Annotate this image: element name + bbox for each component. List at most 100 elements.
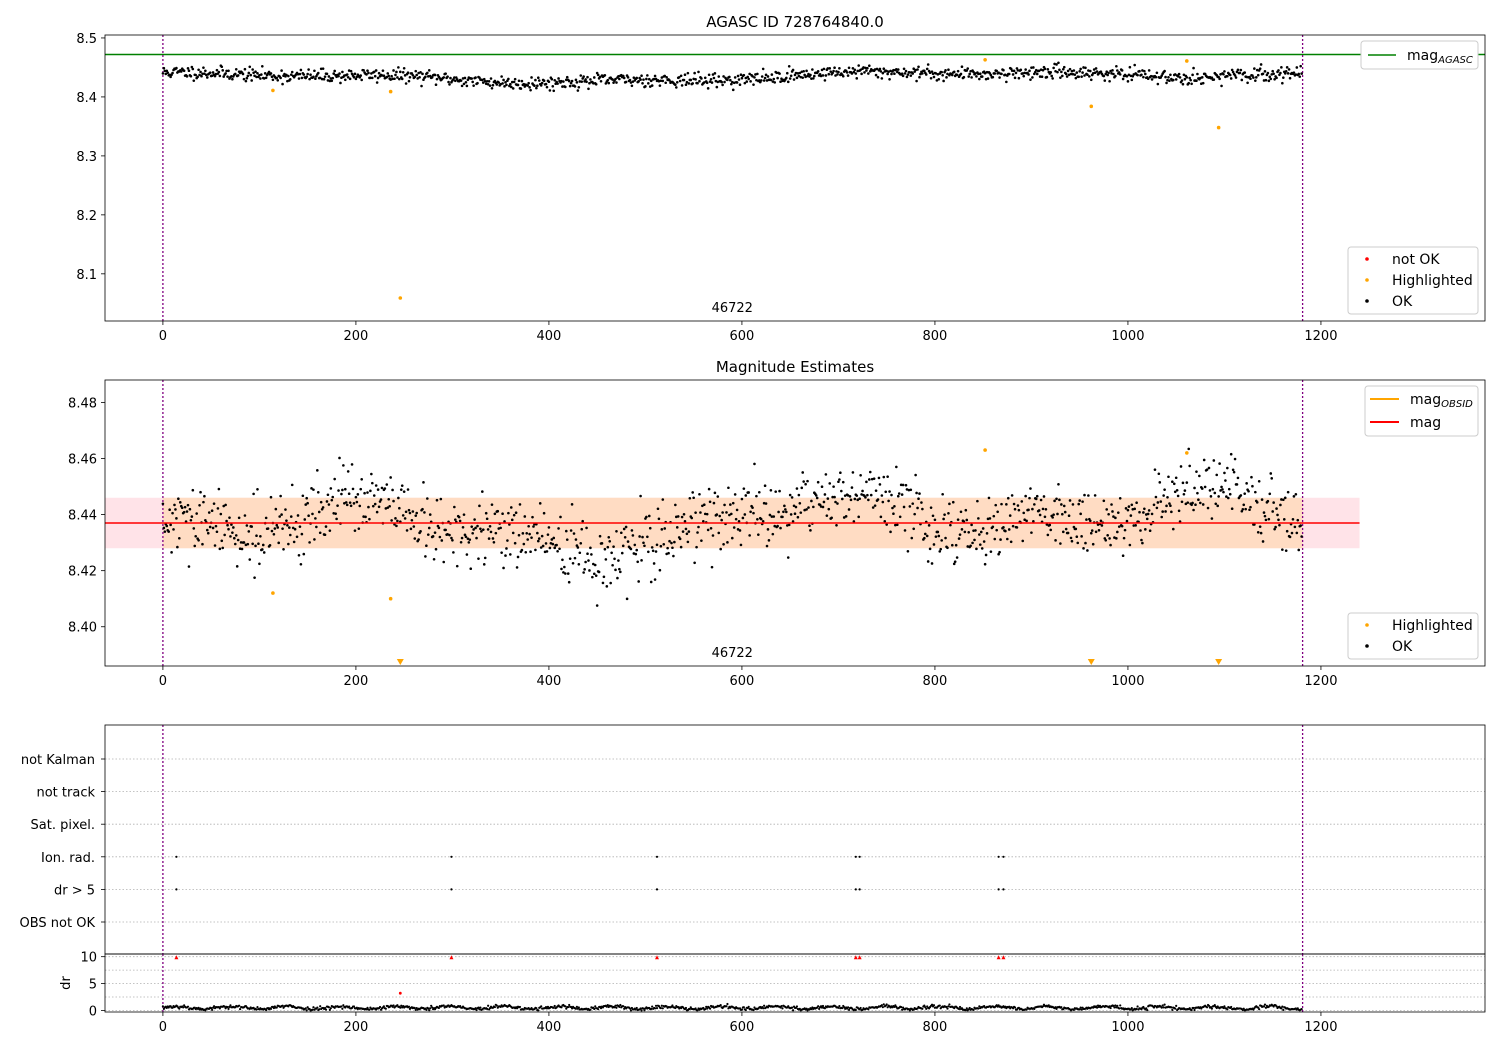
ok-point [948,1003,951,1006]
ok-point [387,74,391,78]
ok-point [341,70,344,74]
ok-point [589,78,592,81]
ok-point [1061,67,1065,71]
ok-point [1126,80,1130,83]
ok-point [381,69,385,72]
ok-point [206,531,210,535]
ok-point [419,71,422,74]
ok-point [1097,528,1101,532]
ok-point [528,86,531,89]
x-tick-label: 0 [159,329,167,344]
ok-point [234,67,238,71]
ok-point [1138,510,1141,514]
ok-point [197,538,200,542]
ok-point [1049,528,1053,532]
ok-point [1262,511,1266,514]
ok-point [952,562,956,566]
ok-point [738,83,742,87]
ok-point [1295,66,1299,69]
ok-point [585,80,588,84]
legend-marker [1365,623,1369,627]
ok-point [603,547,607,551]
ok-point [1281,548,1284,551]
ok-point [168,508,171,511]
ok-point [560,79,563,83]
ok-point [597,1008,600,1011]
x-tick-label: 800 [923,674,948,689]
ok-point [772,515,776,518]
ok-point [437,526,441,530]
ok-point [867,1008,870,1011]
ok-point [1057,61,1060,65]
ok-point [630,529,634,532]
ok-point [1236,476,1240,480]
ok-point [318,531,322,535]
ok-point [391,77,394,81]
highlighted-point [1089,104,1094,109]
ok-point [728,75,731,79]
ok-point [846,494,850,497]
ok-point [770,73,774,76]
ok-point [751,75,754,78]
ok-point [694,1007,697,1010]
ok-point [1039,498,1043,502]
ok-point [1183,77,1187,81]
ok-point [807,506,810,509]
ok-point [254,70,257,73]
ok-point [613,557,616,561]
ok-point [1103,79,1107,82]
ok-point [560,1006,563,1009]
ok-point [211,71,215,74]
ok-point [501,512,504,516]
ok-point [1285,529,1289,533]
ok-point [530,76,533,79]
ok-point [1072,69,1076,72]
ok-point [416,77,419,80]
ok-point [618,77,621,81]
ok-point [815,496,819,500]
ok-point [183,505,187,509]
ok-point [1032,520,1035,523]
ok-point [672,554,675,558]
ok-point [483,556,487,560]
ok-point [367,505,370,509]
ok-point [1012,502,1016,506]
ok-point [1212,459,1216,462]
ok-point [607,81,611,85]
ok-point [1044,507,1048,511]
ok-point [1211,487,1215,491]
ok-point [1231,70,1235,74]
ok-point [396,519,399,523]
ok-point [828,67,832,70]
ok-point [1127,73,1131,77]
ok-point [332,72,336,75]
ok-point [1064,72,1068,76]
ok-point [934,72,938,75]
ok-point [482,563,486,566]
ok-point [460,536,464,540]
ok-point [553,546,557,550]
ok-point [227,69,230,73]
ok-point [812,77,815,80]
ok-point [302,552,306,556]
ok-point [594,574,598,577]
ok-point [393,77,396,81]
ok-point [396,76,399,79]
ok-point [838,478,841,481]
ok-point [894,523,897,527]
ok-point [756,518,759,521]
ok-point [1016,504,1020,507]
ok-point [425,1008,428,1012]
ok-point [977,1007,980,1010]
ok-point [1054,1006,1057,1009]
ok-point [851,471,855,474]
ok-point [1222,72,1225,76]
ok-point [228,516,231,519]
ok-point [395,524,398,528]
ok-point [1190,1008,1193,1012]
ok-point [312,75,315,79]
ok-point [574,1007,578,1010]
ok-point [709,526,713,530]
ok-point [403,517,407,520]
ok-point [1102,499,1106,503]
